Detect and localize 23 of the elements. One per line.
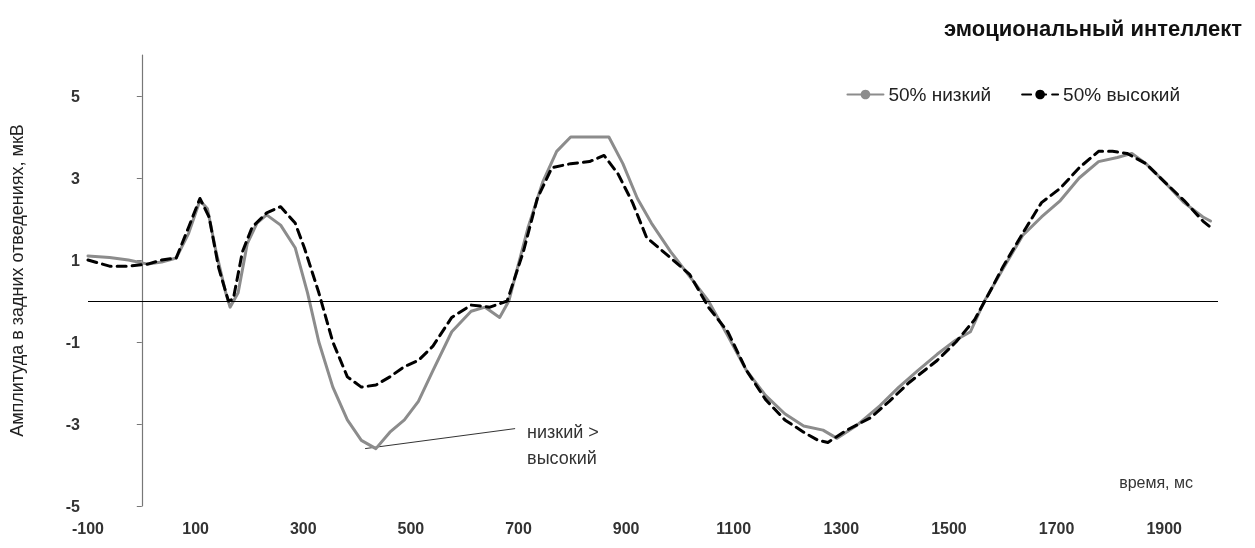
y-tick-label: -5	[65, 497, 81, 515]
x-tick-label: 900	[612, 519, 640, 537]
x-tick-label: 1100	[716, 519, 752, 537]
legend-label: 50% высокий	[1063, 84, 1181, 105]
x-tick-label: 1300	[823, 519, 860, 537]
y-tick-label: -3	[65, 415, 81, 433]
y-tick-label: 1	[71, 251, 81, 269]
x-tick-label: 1500	[931, 519, 967, 537]
x-tick-label: 500	[397, 519, 425, 537]
x-tick-label: 1900	[1146, 519, 1183, 537]
legend-label: 50% низкий	[888, 84, 992, 105]
x-axis-title: время, мс	[1119, 473, 1193, 491]
annotation: низкий > высокий	[527, 421, 599, 468]
x-tick-label: -100	[71, 519, 105, 537]
y-tick-label: 3	[71, 169, 81, 187]
x-tick-label: 300	[289, 519, 317, 537]
x-tick-label: 1700	[1038, 519, 1075, 537]
y-tick-label: 5	[71, 87, 81, 105]
x-tick-label: 700	[505, 519, 532, 537]
y-tick-label: -1	[65, 333, 81, 351]
y-axis-title: Амплитуда в задних отведениях, мкВ	[7, 124, 27, 437]
chart-title: эмоциональный интеллект	[943, 15, 1243, 41]
x-tick-label: 100	[182, 519, 210, 537]
